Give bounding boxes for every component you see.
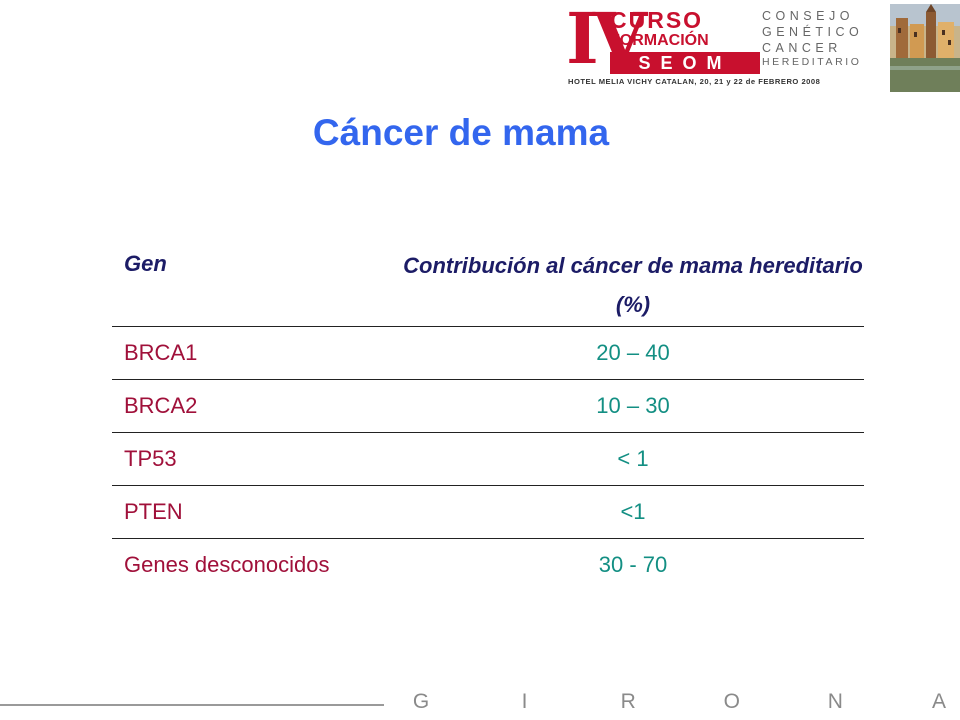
contribution-value: <1 [620,499,646,524]
table-row: Genes desconocidos 30 - 70 [112,539,864,591]
logo-formacion: FORMACIÓN [610,32,709,49]
table-row: TP53 < 1 [112,433,864,486]
footer-letter: I [521,690,528,713]
footer-letter: O [723,690,740,713]
header-gen: Gen [124,251,167,276]
contribution-value: 10 – 30 [596,393,670,418]
city-photo-icon [890,4,960,92]
gene-name: PTEN [124,499,183,524]
gene-name: Genes desconocidos [124,552,330,577]
table-row: BRCA1 20 – 40 [112,327,864,380]
logo-genetico: GENÉTICO [762,25,864,39]
logo-curso: CURSO [610,7,704,33]
gene-contribution-table: Gen Contribución al cáncer de mama hered… [112,246,864,591]
logo-hotel-line: HOTEL MELIA VICHY CATALAN, 20, 21 y 22 d… [568,77,821,86]
logo-hereditario: HEREDITARIO [762,56,862,68]
course-logo: IV CURSO FORMACIÓN SEOM CONSEJO GENÉTICO… [566,4,960,100]
gene-name: TP53 [124,446,177,471]
contribution-value: 20 – 40 [596,340,670,365]
footer-girona: G I R O N A [410,690,950,716]
table-row: BRCA2 10 – 30 [112,380,864,433]
slide-title: Cáncer de mama [312,112,610,153]
gene-name: BRCA2 [124,393,198,418]
table-header: Gen Contribución al cáncer de mama hered… [112,246,864,327]
footer-divider [0,704,384,706]
header-contribution: Contribución al cáncer de mama hereditar… [403,253,863,317]
logo-consejo: CONSEJO [762,9,854,23]
footer-letter: A [931,690,946,713]
logo-consejo-genetico: CONSEJO GENÉTICO CANCER [762,8,886,56]
gene-name: BRCA1 [124,340,198,365]
footer-letter: N [827,690,843,713]
footer-letter: G [412,690,430,713]
contribution-value: < 1 [617,446,649,471]
footer-letter: R [620,690,636,713]
logo-cancer: CANCER [762,41,842,55]
table-row: PTEN <1 [112,486,864,539]
logo-roman-numeral: IV [566,0,647,80]
contribution-value: 30 - 70 [598,552,668,577]
logo-seom: SEOM [610,52,760,74]
